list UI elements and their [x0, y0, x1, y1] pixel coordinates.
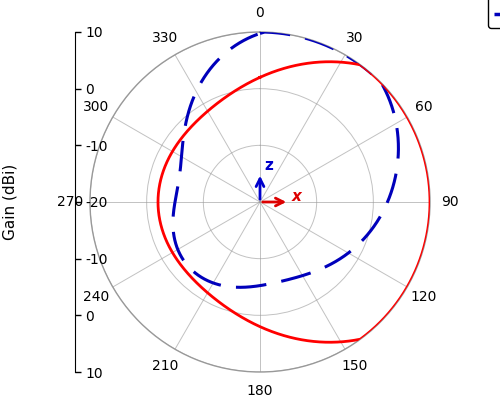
Text: x: x	[292, 189, 302, 204]
Text: z: z	[264, 158, 273, 173]
Legend: 2.4 GHz, 5.0 GHz: 2.4 GHz, 5.0 GHz	[488, 0, 500, 28]
Text: Gain (dBi): Gain (dBi)	[2, 164, 18, 240]
